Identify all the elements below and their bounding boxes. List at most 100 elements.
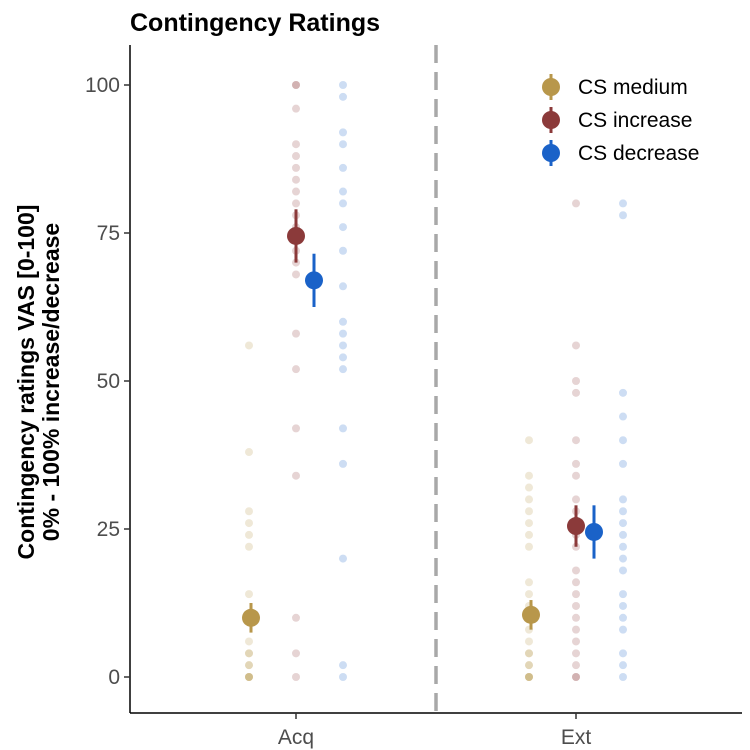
legend: CS medium CS increase CS decrease [542, 74, 699, 166]
raw-data-point [292, 152, 300, 161]
raw-data-point [339, 223, 347, 232]
raw-data-point [572, 661, 580, 670]
raw-data-point [619, 625, 627, 634]
raw-data-point [292, 140, 300, 149]
raw-data-point [245, 673, 253, 681]
raw-data-point [245, 661, 253, 670]
raw-data-point [572, 637, 580, 646]
raw-data-point [572, 566, 580, 575]
raw-data-point [572, 436, 580, 445]
legend-label: CS increase [578, 109, 692, 132]
raw-data-point [525, 483, 533, 492]
raw-data-point [525, 661, 533, 670]
raw-data-point [525, 649, 533, 658]
raw-data-point [292, 187, 300, 196]
y-tick-label: 25 [97, 518, 120, 541]
raw-data-point [572, 673, 580, 681]
raw-data-point [292, 471, 300, 480]
raw-data-point [245, 649, 253, 658]
raw-data-point [525, 673, 533, 681]
raw-data-point [292, 270, 300, 279]
raw-data-point [339, 365, 347, 374]
raw-data-point [525, 673, 533, 681]
raw-data-point [619, 388, 627, 397]
raw-data-point [525, 637, 533, 646]
raw-data-point [525, 673, 533, 681]
raw-data-point [619, 199, 627, 208]
raw-data-point [619, 211, 627, 220]
raw-data-point [245, 507, 253, 516]
raw-data-point [525, 495, 533, 504]
raw-data-point [245, 448, 253, 457]
raw-data-point [619, 542, 627, 551]
raw-data-point [572, 341, 580, 350]
raw-data-point [572, 649, 580, 658]
raw-data-point [245, 590, 253, 599]
raw-data-point [339, 140, 347, 149]
raw-data-point [245, 637, 253, 646]
raw-data-point [245, 341, 253, 350]
raw-data-point [619, 601, 627, 610]
raw-data-point [245, 519, 253, 528]
raw-data-point [572, 495, 580, 504]
raw-data-point [339, 353, 347, 362]
raw-data-point [245, 530, 253, 539]
raw-data-point [339, 341, 347, 350]
raw-data-point [339, 128, 347, 137]
raw-data-point [292, 673, 300, 681]
raw-data-point [525, 578, 533, 587]
mean-point [585, 522, 603, 541]
mean-point [287, 226, 305, 245]
raw-data-point [572, 673, 580, 681]
raw-data-point [339, 187, 347, 196]
y-tick-label: 100 [85, 74, 120, 97]
legend-key-point [542, 78, 560, 96]
mean-point [305, 271, 323, 290]
raw-data-point [619, 649, 627, 658]
raw-data-point [619, 673, 627, 681]
raw-data-point [339, 81, 347, 89]
raw-data-point [292, 81, 300, 89]
raw-data-point [619, 495, 627, 504]
raw-data-point [572, 590, 580, 599]
raw-data-point [619, 661, 627, 670]
raw-data-point [339, 92, 347, 101]
raw-data-point [572, 601, 580, 610]
raw-data-point [525, 590, 533, 599]
mean-point [567, 517, 585, 536]
raw-data-point [245, 649, 253, 658]
raw-data-point [525, 507, 533, 516]
raw-data-point [572, 459, 580, 468]
raw-data-point [292, 81, 300, 89]
raw-data-point [292, 163, 300, 172]
raw-data-point [525, 530, 533, 539]
y-tick-label: 50 [97, 370, 120, 393]
raw-data-point [292, 649, 300, 658]
raw-data-point [339, 199, 347, 208]
raw-data-point [245, 673, 253, 681]
mean-point [522, 605, 540, 624]
raw-data-point [339, 459, 347, 468]
raw-data-point [292, 175, 300, 184]
legend-key-point [542, 111, 560, 129]
raw-data-point [339, 673, 347, 681]
raw-data-point [339, 554, 347, 563]
raw-data-point [572, 578, 580, 587]
raw-data-point [292, 365, 300, 374]
raw-data-point [619, 507, 627, 516]
y-tick-label: 75 [97, 222, 120, 245]
raw-data-point [525, 661, 533, 670]
legend-label: CS decrease [578, 142, 699, 165]
raw-data-point [572, 613, 580, 622]
raw-data-point [525, 673, 533, 681]
raw-data-point [619, 459, 627, 468]
y-tick-label: 0 [108, 666, 120, 689]
raw-data-point [619, 554, 627, 563]
raw-data-point [619, 436, 627, 445]
raw-data-point [525, 436, 533, 445]
raw-data-point [619, 412, 627, 421]
raw-data-point [292, 424, 300, 433]
raw-data-point [292, 613, 300, 622]
raw-data-point [525, 519, 533, 528]
